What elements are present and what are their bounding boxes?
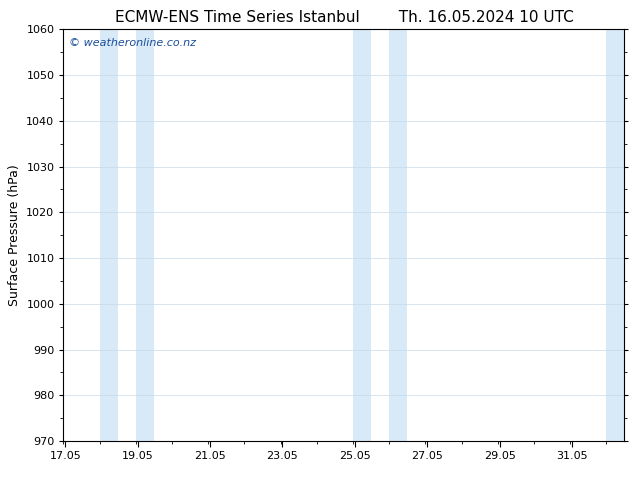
Bar bbox=[389, 29, 407, 441]
Bar bbox=[353, 29, 371, 441]
Text: © weatheronline.co.nz: © weatheronline.co.nz bbox=[69, 38, 196, 48]
Bar bbox=[136, 29, 154, 441]
Y-axis label: Surface Pressure (hPa): Surface Pressure (hPa) bbox=[8, 164, 21, 306]
Bar bbox=[606, 29, 624, 441]
Bar bbox=[100, 29, 118, 441]
Title: ECMW-ENS Time Series Istanbul        Th. 16.05.2024 10 UTC: ECMW-ENS Time Series Istanbul Th. 16.05.… bbox=[115, 10, 573, 25]
